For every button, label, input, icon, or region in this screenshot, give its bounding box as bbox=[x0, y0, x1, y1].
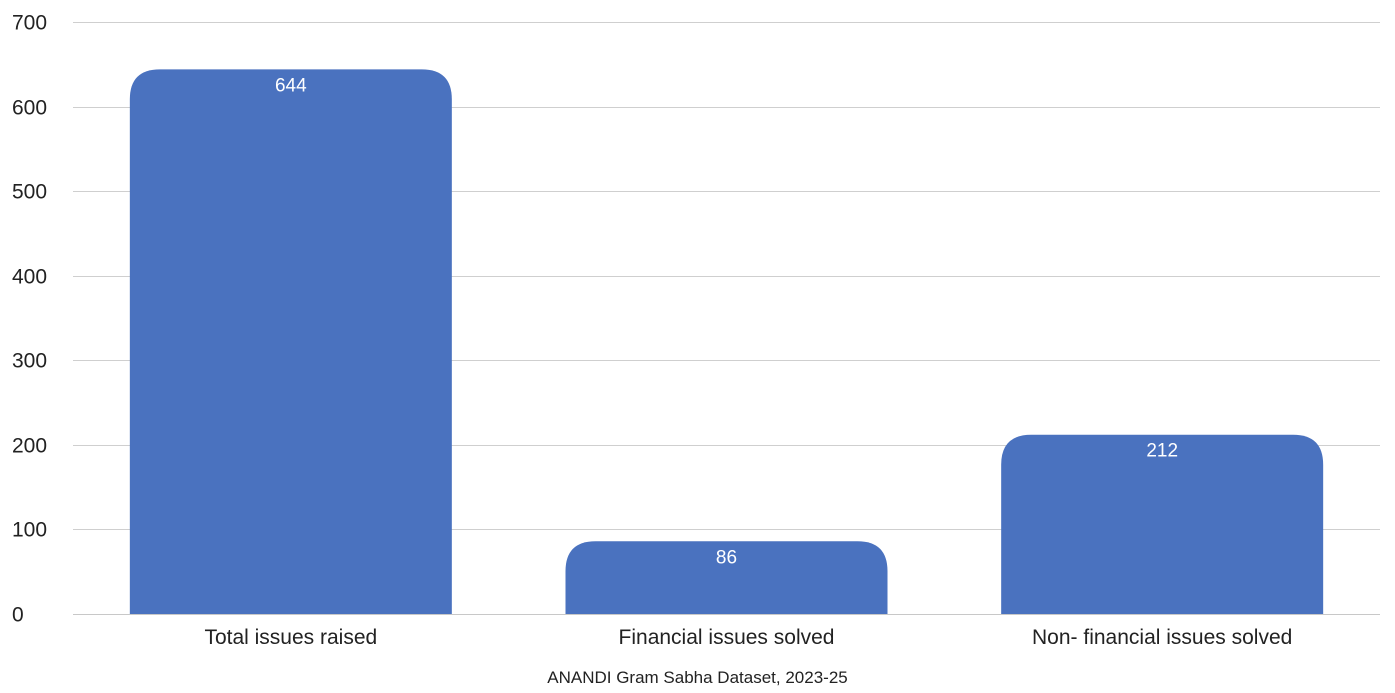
y-tick-label: 0 bbox=[12, 604, 24, 627]
y-tick-label: 300 bbox=[12, 350, 47, 373]
y-tick-label: 700 bbox=[12, 12, 47, 35]
x-axis-category-labels: Total issues raised Financial issues solv… bbox=[204, 626, 1292, 649]
bars bbox=[129, 69, 1324, 615]
y-tick-label: 100 bbox=[12, 519, 47, 542]
y-tick-label: 500 bbox=[12, 181, 47, 204]
bar bbox=[129, 69, 452, 615]
bar-data-label: 212 bbox=[1146, 441, 1178, 462]
bar bbox=[1001, 434, 1324, 614]
x-tick-label: Non- financial issues solved bbox=[1032, 626, 1292, 649]
chart-canvas: 0 100 200 300 400 500 600 700 644 86 212 Total is… bbox=[12, 12, 1380, 649]
y-tick-label: 600 bbox=[12, 97, 47, 120]
bar-data-labels: 644 86 212 bbox=[275, 75, 1178, 568]
bar-data-label: 644 bbox=[275, 75, 307, 96]
source-note: ANANDI Gram Sabha Dataset, 2023-25 bbox=[547, 668, 848, 687]
bar bbox=[565, 541, 888, 614]
y-axis-tick-labels: 0 100 200 300 400 500 600 700 bbox=[12, 12, 47, 627]
x-tick-label: Total issues raised bbox=[204, 626, 377, 649]
y-tick-label: 400 bbox=[12, 266, 47, 289]
bar-data-label: 86 bbox=[716, 547, 737, 568]
x-tick-label: Financial issues solved bbox=[619, 626, 835, 649]
y-tick-label: 200 bbox=[12, 435, 47, 458]
